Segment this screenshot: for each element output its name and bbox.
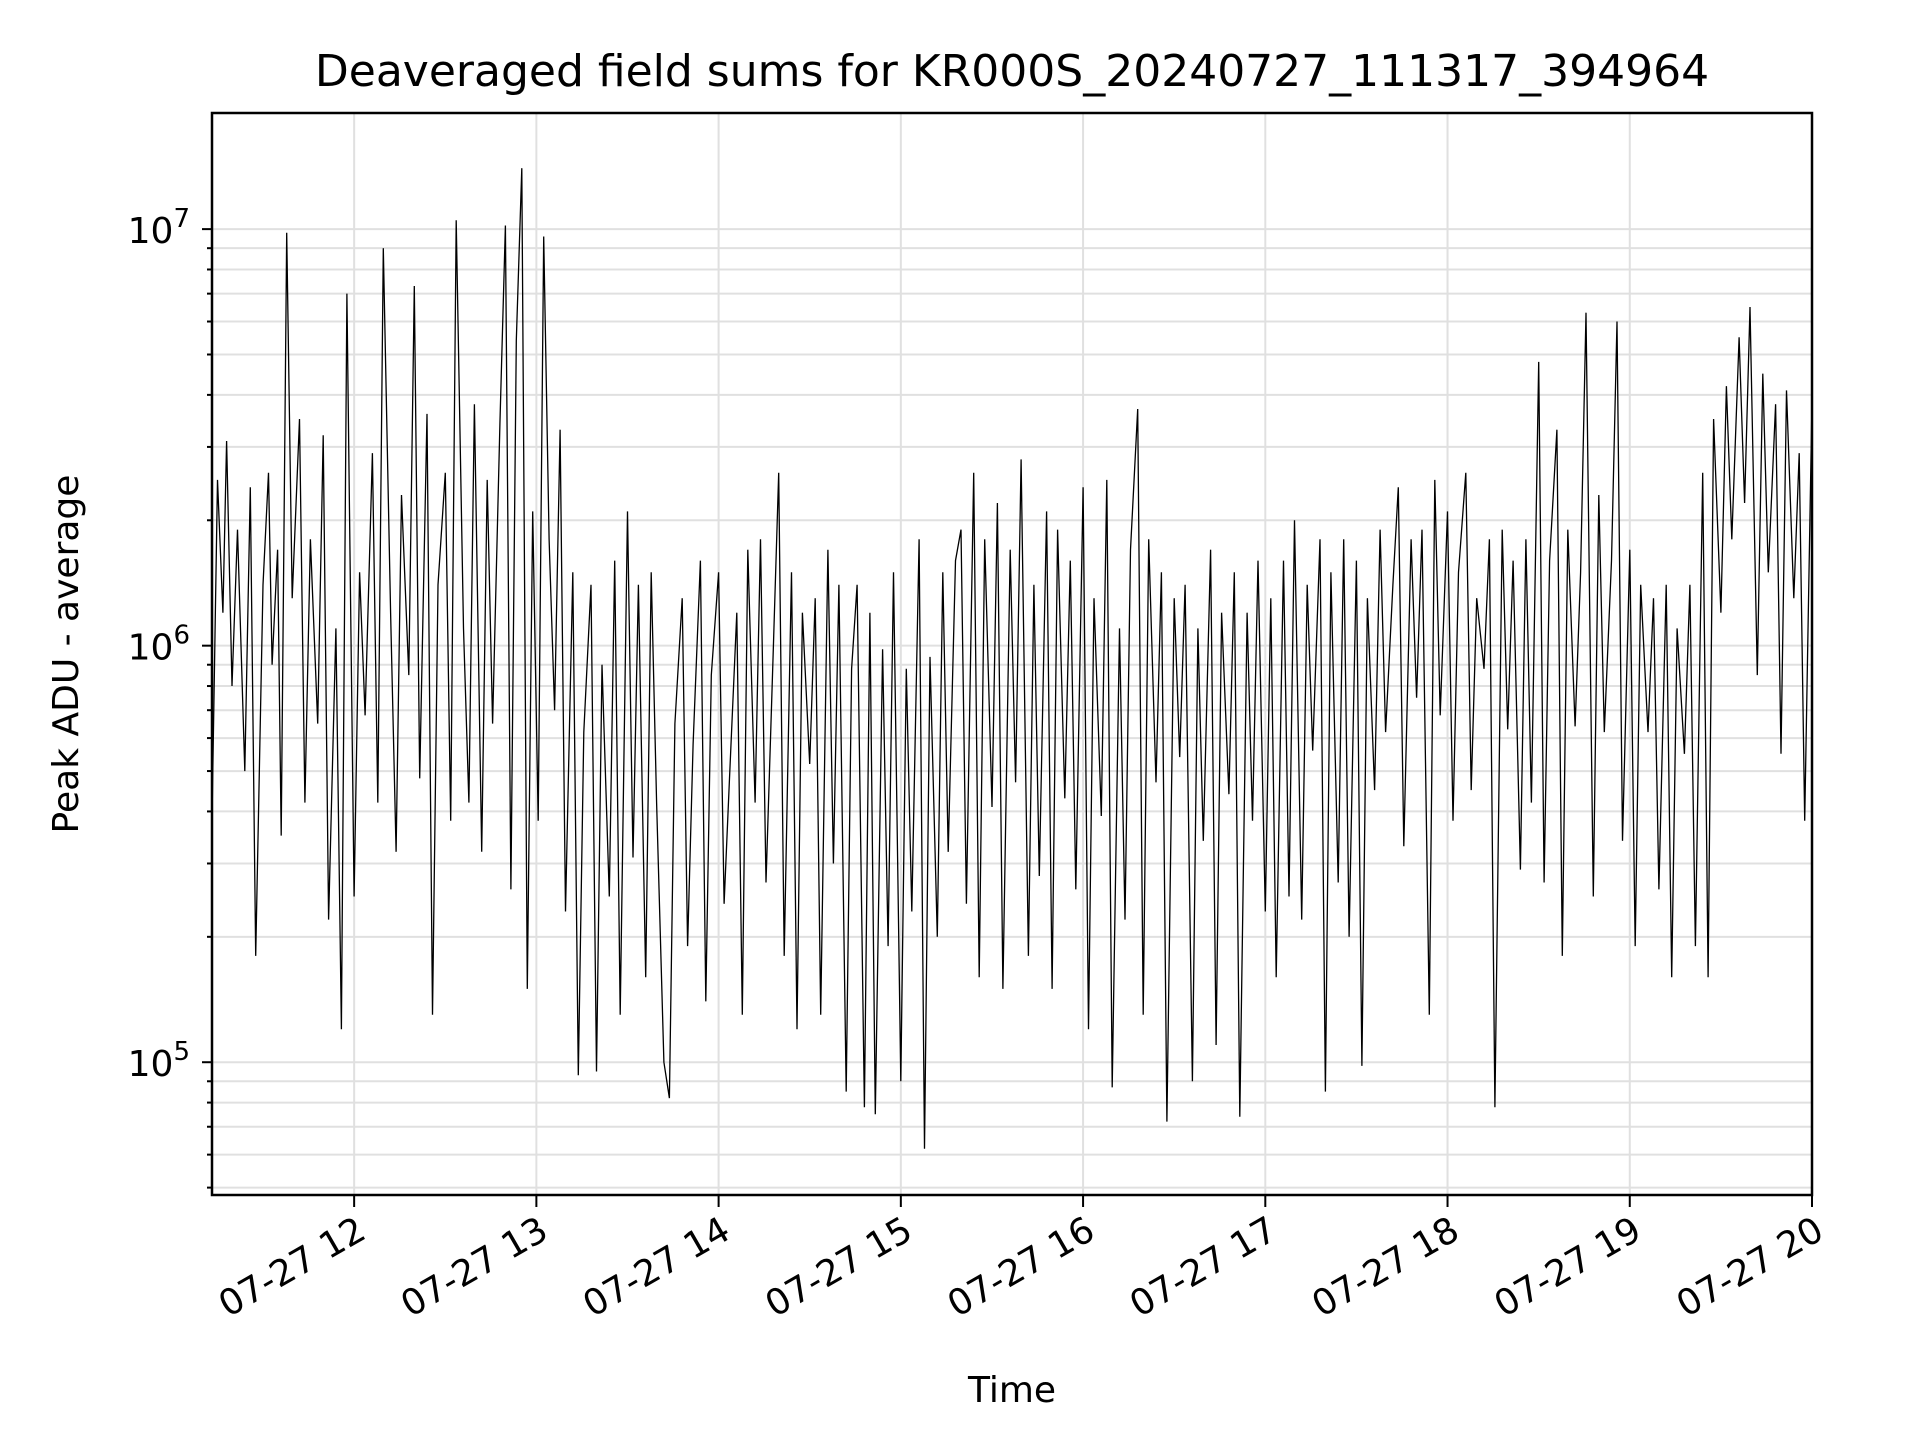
y-tick-label-exponent: 7	[173, 204, 190, 234]
chart-title: Deaveraged field sums for KR000S_2024072…	[315, 46, 1709, 97]
series-line	[211, 168, 1813, 1149]
x-axis-label: Time	[967, 1370, 1056, 1411]
y-tick-label: 107	[128, 204, 190, 252]
y-tick-label-base: 10	[128, 211, 174, 252]
plot-frame	[210, 111, 1814, 1197]
y-axis-label: Peak ADU - average	[46, 475, 87, 834]
y-tick-label-base: 10	[128, 1044, 174, 1085]
y-tick-label-base: 10	[128, 628, 174, 669]
y-tick-label: 106	[128, 621, 190, 669]
y-tick-label-exponent: 5	[173, 1037, 190, 1067]
y-tick-label-exponent: 6	[173, 621, 190, 651]
y-tick-label: 105	[128, 1037, 190, 1085]
